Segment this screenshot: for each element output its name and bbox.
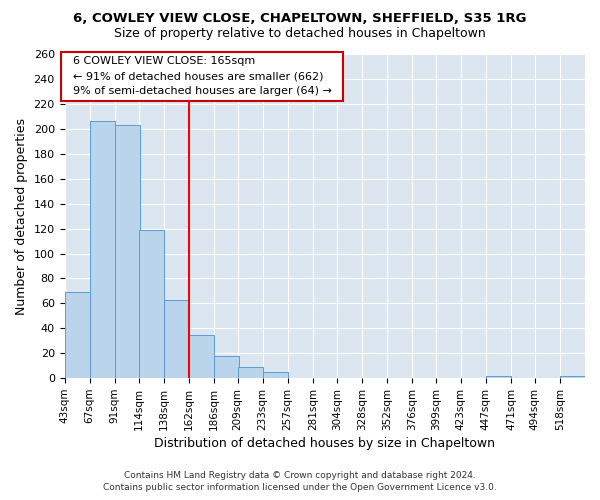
Bar: [263, 372, 288, 378]
Text: 6, COWLEY VIEW CLOSE, CHAPELTOWN, SHEFFIELD, S35 1RG: 6, COWLEY VIEW CLOSE, CHAPELTOWN, SHEFFI…: [73, 12, 527, 26]
Bar: [214, 356, 239, 378]
Bar: [65, 292, 89, 378]
Bar: [89, 122, 115, 378]
Bar: [164, 300, 188, 378]
Y-axis label: Number of detached properties: Number of detached properties: [15, 118, 28, 314]
X-axis label: Distribution of detached houses by size in Chapeltown: Distribution of detached houses by size …: [154, 437, 495, 450]
Text: Size of property relative to detached houses in Chapeltown: Size of property relative to detached ho…: [114, 28, 486, 40]
Bar: [115, 125, 140, 378]
Bar: [188, 334, 214, 378]
Bar: [560, 376, 585, 378]
Text: 6 COWLEY VIEW CLOSE: 165sqm  
  ← 91% of detached houses are smaller (662)  
  9: 6 COWLEY VIEW CLOSE: 165sqm ← 91% of det…: [65, 56, 338, 96]
Text: Contains HM Land Registry data © Crown copyright and database right 2024.
Contai: Contains HM Land Registry data © Crown c…: [103, 471, 497, 492]
Bar: [139, 230, 164, 378]
Bar: [486, 376, 511, 378]
Bar: [238, 367, 263, 378]
